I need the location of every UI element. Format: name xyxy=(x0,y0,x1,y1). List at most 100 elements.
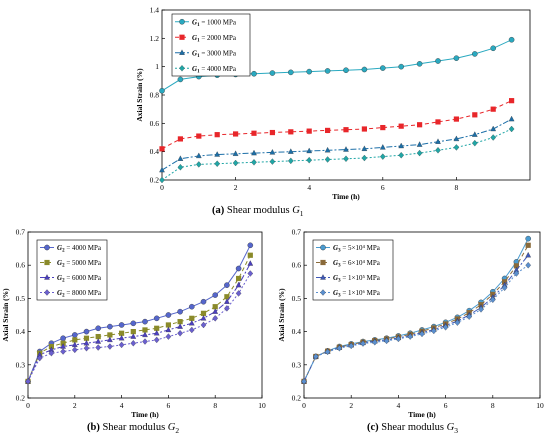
data-point xyxy=(233,131,239,137)
caption-c-var: G xyxy=(446,422,455,433)
y-tick-label: 0.5 xyxy=(292,294,302,303)
data-point xyxy=(214,132,220,138)
data-point xyxy=(453,144,460,151)
x-tick-label: 2 xyxy=(234,183,238,192)
data-point xyxy=(435,58,441,64)
data-point xyxy=(324,68,331,74)
legend-swatch-marker xyxy=(44,259,50,266)
data-point xyxy=(107,332,113,338)
data-point xyxy=(306,128,312,134)
data-point xyxy=(398,63,405,70)
y-tick-label: 0.6 xyxy=(150,119,160,128)
series-2 xyxy=(159,98,515,152)
caption-c: (c) Shear modulus G3 xyxy=(367,422,458,435)
data-point xyxy=(269,158,276,165)
data-point xyxy=(142,338,148,345)
data-point xyxy=(196,133,202,139)
data-point xyxy=(306,156,312,164)
series-4 xyxy=(159,125,515,184)
data-point xyxy=(107,343,113,350)
data-point xyxy=(118,334,125,341)
data-point xyxy=(212,292,218,298)
data-point xyxy=(195,152,202,159)
data-point xyxy=(287,69,294,76)
y-tick-label: 0.8 xyxy=(150,91,160,100)
data-point xyxy=(189,326,195,334)
data-point xyxy=(416,149,423,157)
x-tick-label: 10 xyxy=(536,401,544,410)
data-point xyxy=(159,87,165,94)
y-axis-label: Axial Strain (%) xyxy=(277,288,286,342)
data-point xyxy=(380,124,386,131)
data-point xyxy=(419,330,425,338)
data-point xyxy=(118,322,125,328)
legend-box xyxy=(171,13,251,77)
x-axis-label: Time (h) xyxy=(131,410,159,419)
data-point xyxy=(324,156,331,163)
data-point xyxy=(306,68,313,75)
data-point xyxy=(251,159,257,166)
data-point xyxy=(214,160,220,167)
legend-swatch-marker xyxy=(44,274,50,280)
caption-b-text: Shear modulus xyxy=(102,422,166,433)
data-point xyxy=(361,154,368,162)
y-tick-label: 0.7 xyxy=(16,228,26,237)
data-point xyxy=(324,146,331,153)
data-point xyxy=(60,348,66,355)
x-tick-label: 8 xyxy=(213,401,217,410)
legend-label: G1 = 1000 MPa xyxy=(192,18,237,28)
data-point xyxy=(435,119,441,125)
caption-b-label: (b) xyxy=(87,422,100,433)
data-point xyxy=(471,131,478,137)
data-point xyxy=(383,337,390,345)
data-point xyxy=(177,330,183,337)
legend-swatch-marker xyxy=(320,274,326,280)
data-point xyxy=(513,270,520,277)
x-tick-label: 8 xyxy=(455,183,459,192)
data-point xyxy=(453,135,460,142)
data-point xyxy=(269,70,276,76)
data-point xyxy=(525,235,532,242)
legend-label: G1 = 2000 MPa xyxy=(192,34,237,44)
data-point xyxy=(235,281,242,288)
data-point xyxy=(142,318,148,325)
data-point xyxy=(177,155,184,161)
y-tick-label: 0.4 xyxy=(150,147,160,156)
legend-swatch-marker xyxy=(179,18,185,25)
data-point xyxy=(36,354,43,362)
data-point xyxy=(525,251,532,258)
legend-swatch-marker xyxy=(179,34,185,40)
data-point xyxy=(83,328,90,335)
data-point xyxy=(165,326,172,333)
data-point xyxy=(478,306,484,313)
data-point xyxy=(361,66,368,73)
data-point xyxy=(153,315,160,322)
data-point xyxy=(118,341,125,349)
y-tick-label: 0.6 xyxy=(292,261,302,270)
data-point xyxy=(212,315,218,322)
legend-label: G3 = 5×10⁴ MPa xyxy=(333,244,381,254)
data-point xyxy=(398,123,404,129)
plot-frame xyxy=(27,231,263,399)
data-point xyxy=(442,324,449,331)
data-point xyxy=(165,333,172,340)
data-point xyxy=(398,151,404,159)
caption-a: (a) Shear modulus G1 xyxy=(212,205,304,218)
data-point xyxy=(407,333,413,340)
data-point xyxy=(287,148,294,154)
legend-label: G2 = 4000 MPa xyxy=(57,244,102,254)
data-point xyxy=(269,149,276,155)
x-tick-label: 0 xyxy=(302,401,306,410)
series-3 xyxy=(159,115,515,173)
legend-label: G1 = 4000 MPa xyxy=(192,65,237,75)
y-tick-label: 0.4 xyxy=(16,327,26,336)
data-point xyxy=(508,36,515,43)
data-point xyxy=(325,127,331,134)
data-point xyxy=(324,348,331,356)
data-point xyxy=(288,129,294,135)
data-point xyxy=(301,378,307,385)
data-point xyxy=(177,76,184,83)
legend-label: G1 = 3000 MPa xyxy=(192,49,237,59)
caption-a-sub: 1 xyxy=(299,209,304,219)
x-tick-label: 2 xyxy=(349,401,353,410)
